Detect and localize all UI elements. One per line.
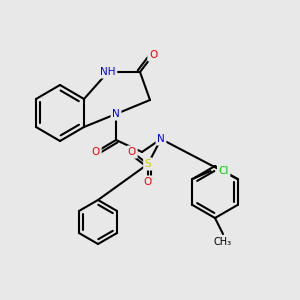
Text: N: N [112, 109, 120, 119]
Text: O: O [144, 177, 152, 187]
Text: CH₃: CH₃ [214, 237, 232, 247]
Text: S: S [145, 159, 151, 169]
Text: O: O [128, 147, 136, 157]
Text: O: O [92, 147, 100, 157]
Text: NH: NH [100, 67, 116, 77]
Text: N: N [157, 134, 165, 144]
Text: Cl: Cl [218, 166, 229, 176]
Text: O: O [149, 50, 157, 60]
